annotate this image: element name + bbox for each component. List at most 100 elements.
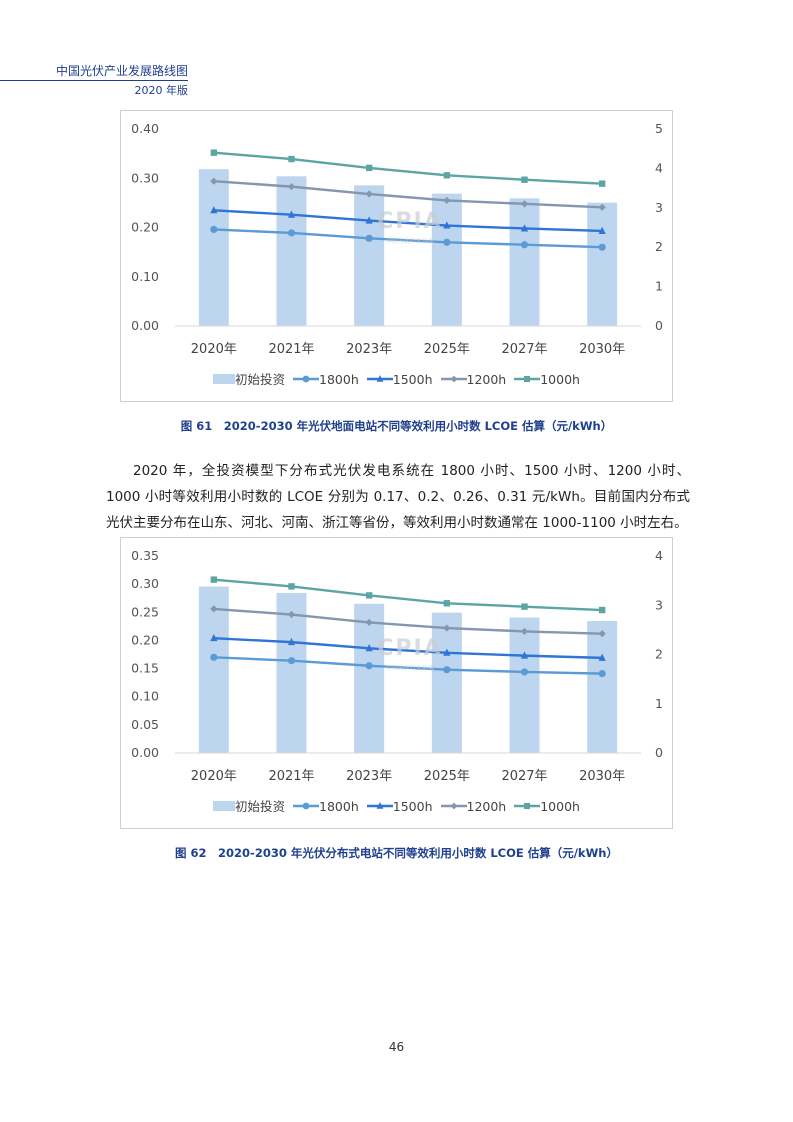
bar-2023年	[354, 185, 385, 326]
legend-item: 1800h	[293, 798, 359, 814]
y-right-tick-label: 0	[655, 745, 663, 760]
legend-label: 1500h	[392, 371, 433, 387]
point-1500h-2025年	[443, 648, 451, 656]
point-1000h-2021年	[288, 155, 295, 163]
legend-label: 1000h	[540, 798, 580, 814]
bar-2023年	[354, 603, 385, 753]
legend-label: 初始投资	[235, 799, 286, 814]
x-tick-label: 2030年	[579, 342, 625, 357]
legend-swatch-svg	[293, 802, 320, 810]
point-1200h-2030年	[598, 203, 606, 211]
point-1200h-2020年	[210, 605, 218, 613]
legend-label: 1800h	[319, 371, 359, 387]
series-line-1000h	[213, 151, 603, 185]
legend-marker	[302, 375, 310, 383]
x-tick-label: 2021年	[268, 342, 314, 357]
watermark-62: CPIA 中国光伏行业协会	[350, 636, 470, 672]
point-1800h-2021年	[287, 657, 296, 665]
series-line-1200h	[213, 607, 603, 635]
y-right-tick-label: 3	[655, 597, 663, 612]
body-paragraph: 2020 年，全投资模型下分布式光伏发电系统在 1800 小时、1500 小时、…	[106, 463, 690, 531]
y-left-tick-label: 0.40	[131, 121, 159, 136]
point-1800h-2020年	[210, 225, 218, 234]
legend-swatch	[213, 800, 236, 811]
y-left-tick-label: 0.10	[131, 689, 159, 704]
point-1800h-2025年	[443, 238, 451, 246]
legend-marker	[302, 802, 310, 810]
legend-swatch-svg	[514, 376, 541, 382]
point-1200h-2027年	[520, 627, 529, 636]
point-1000h-2023年	[365, 592, 373, 599]
chart-62-legend: 初始投资 1800h 1500h 1200h 1000h	[121, 796, 672, 815]
y-right-tick-label: 1	[655, 279, 663, 294]
point-1000h-2027年	[521, 603, 528, 610]
point-1800h-2030年	[598, 243, 606, 251]
watermark-61: CPIA 中国光伏行业协会	[350, 209, 470, 245]
y-right-tick-label: 4	[655, 548, 663, 563]
legend-label: 1200h	[466, 371, 507, 387]
y-right-tick-label: 2	[655, 239, 663, 254]
series-line-1500h	[213, 209, 603, 233]
point-1800h-2027年	[520, 241, 529, 249]
chart-61-legend: 初始投资 1800h 1500h 1200h 1000h	[121, 369, 672, 388]
y-left-tick-label: 0.00	[131, 745, 159, 760]
bar-2025年	[431, 193, 462, 326]
chart-62-svg: 0.00 0.05 0.10 0.15 0.20 0.25 0.30 0.35 0 1 2 3 4 202…	[131, 548, 663, 784]
x-tick-label: 2023年	[346, 769, 392, 784]
point-1500h-2025年	[443, 221, 451, 229]
legend-item: 初始投资	[213, 369, 285, 388]
bar-2030年	[587, 202, 618, 326]
legend-label: 1200h	[466, 798, 507, 814]
header-title: 中国光伏产业发展路线图	[55, 64, 188, 78]
legend-marker	[450, 375, 457, 383]
header-rule	[0, 80, 188, 81]
point-1200h-2021年	[287, 610, 296, 619]
point-1000h-2020年	[210, 576, 218, 583]
y-right-tick-label: 5	[655, 121, 663, 136]
point-1200h-2025年	[443, 196, 451, 205]
point-1800h-2020年	[210, 653, 218, 661]
legend-item: 1800h	[293, 371, 359, 387]
point-1500h-2027年	[520, 224, 529, 232]
legend-swatch-svg	[440, 375, 467, 383]
legend-label: 初始投资	[235, 372, 286, 387]
y-right-tick-label: 0	[655, 318, 663, 333]
legend-swatch-svg	[213, 373, 236, 384]
bar-2027年	[509, 198, 540, 326]
y-left-tick-label: 0.35	[131, 548, 159, 563]
x-tick-label: 2020年	[191, 769, 237, 784]
x-tick-label: 2027年	[501, 342, 547, 357]
x-tick-label: 2027年	[501, 769, 547, 784]
point-1500h-2023年	[365, 216, 373, 224]
y-left-tick-label: 0.00	[131, 318, 159, 333]
y-left-tick-label: 0.25	[131, 604, 159, 619]
legend-swatch-svg	[514, 803, 541, 809]
legend-item: 初始投资	[213, 796, 285, 815]
chart-figure-61: 0.00 0.10 0.20 0.30 0.40 0 1 2 3 4 5 2020年 2021年 2023…	[120, 110, 673, 402]
point-1000h-2020年	[210, 149, 218, 156]
watermark-logo: CPIA	[377, 209, 443, 234]
legend-marker	[524, 376, 531, 382]
point-1500h-2023年	[365, 644, 373, 652]
point-1500h-2020年	[210, 206, 218, 214]
point-1000h-2025年	[443, 172, 451, 179]
y-left-tick-label: 0.30	[131, 576, 159, 591]
x-tick-label: 2020年	[191, 342, 237, 357]
figure-62-caption: 图 62 2020-2030 年光伏分布式电站不同等效利用小时数 LCOE 估算…	[175, 846, 618, 860]
chart-figure-62: 0.00 0.05 0.10 0.15 0.20 0.25 0.30 0.35 0 1 2 3 4 202…	[120, 537, 673, 829]
x-tick-label: 2023年	[346, 342, 392, 357]
y-right-tick-label: 1	[655, 696, 663, 711]
y-left-tick-label: 0.30	[131, 170, 159, 185]
x-tick-label: 2025年	[424, 769, 470, 784]
point-1200h-2030年	[598, 630, 606, 638]
point-1800h-2023年	[365, 234, 373, 242]
bar-2030年	[587, 621, 618, 753]
bar-2020年	[198, 586, 229, 753]
bar-2027年	[509, 617, 540, 753]
header-subtitle: 2020 年版	[134, 84, 189, 97]
y-left-tick-label: 0.20	[131, 632, 159, 647]
point-1500h-2021年	[287, 637, 296, 646]
series-line-1800h	[213, 228, 603, 249]
point-1000h-2030年	[598, 606, 606, 614]
legend-item: 1000h	[514, 371, 580, 387]
